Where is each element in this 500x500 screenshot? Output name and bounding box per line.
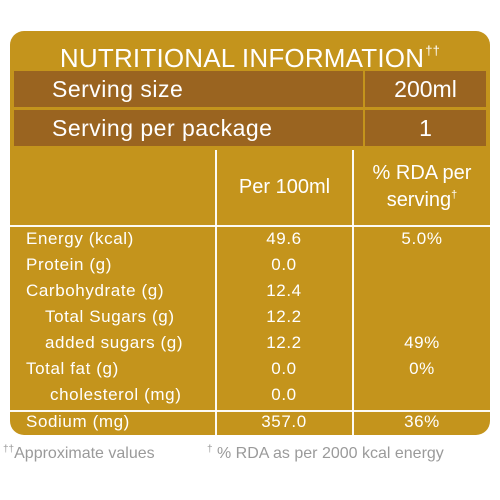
rda-header-line2: serving: [386, 189, 452, 211]
rda-header-mark: †: [451, 189, 458, 201]
footnote-mark-single: †: [207, 444, 213, 455]
footnote-rda: † % RDA as per 2000 kcal energy: [207, 444, 444, 463]
nutrient-row-added-sugars: added sugars (g) 12.2 49%: [10, 330, 490, 356]
serving-size-row: Serving size 200ml: [14, 71, 486, 107]
nutrient-value: 12.4: [266, 281, 302, 300]
serving-size-label: Serving size: [52, 76, 184, 102]
nutrient-rda: 0%: [409, 359, 435, 378]
sodium-divider: [10, 410, 490, 412]
nutrient-row-protein: Protein (g) 0.0: [10, 252, 490, 278]
per-100ml-header: Per 100ml: [238, 176, 331, 198]
rda-header: % RDA per serving†: [354, 162, 490, 211]
nutrient-name: Total fat (g): [26, 359, 119, 378]
rda-header-line1: % RDA per: [372, 162, 472, 184]
nutrient-rda: 5.0%: [401, 229, 443, 248]
nutrient-name: Sodium (mg): [26, 412, 130, 431]
serving-size-value: 200ml: [363, 71, 486, 107]
nutrient-name: Protein (g): [26, 255, 112, 274]
footnote-approximate-text: Approximate values: [14, 445, 155, 462]
nutrient-value: 0.0: [271, 385, 297, 404]
nutrient-row-total-fat: Total fat (g) 0.0 0%: [10, 356, 490, 382]
nutrient-value: 12.2: [266, 333, 302, 352]
column-divider-right: [352, 150, 354, 435]
serving-per-package-label: Serving per package: [52, 115, 273, 141]
nutrient-rda: 36%: [404, 412, 440, 431]
footnote-approximate: ††Approximate values: [3, 444, 155, 463]
nutrient-value: 357.0: [261, 412, 307, 431]
nutrient-name: Energy (kcal): [26, 229, 134, 248]
nutrient-value: 49.6: [266, 229, 302, 248]
nutrient-row-total-sugars: Total Sugars (g) 12.2: [10, 304, 490, 330]
nutrient-rda: 49%: [404, 333, 440, 352]
nutrient-row-cholesterol: cholesterol (mg) 0.0: [10, 382, 490, 408]
nutrient-name: Carbohydrate (g): [26, 281, 165, 300]
serving-per-package-value: 1: [363, 110, 486, 146]
nutrient-value: 0.0: [271, 255, 297, 274]
column-divider-left: [215, 150, 217, 435]
nutrient-value: 0.0: [271, 359, 297, 378]
nutrient-name: cholesterol (mg): [50, 385, 182, 404]
serving-per-package-row: Serving per package 1: [14, 110, 486, 146]
nutrient-row-energy: Energy (kcal) 49.6 5.0%: [10, 226, 490, 252]
panel-title: NUTRITIONAL INFORMATION††: [10, 31, 490, 73]
footnote-mark-double: ††: [3, 444, 15, 455]
nutrient-value: 12.2: [266, 307, 302, 326]
nutrient-row-sodium: Sodium (mg) 357.0 36%: [10, 409, 490, 435]
nutrient-name: added sugars (g): [45, 333, 184, 352]
header-divider: [10, 225, 490, 227]
nutrient-row-carbohydrate: Carbohydrate (g) 12.4: [10, 278, 490, 304]
footnote-rda-text: % RDA as per 2000 kcal energy: [212, 445, 444, 462]
nutrient-name: Total Sugars (g): [45, 307, 175, 326]
title-footnote-mark: ††: [425, 43, 441, 58]
panel-title-text: NUTRITIONAL INFORMATION: [59, 43, 425, 73]
nutrition-panel: NUTRITIONAL INFORMATION†† Serving size 2…: [10, 31, 490, 435]
